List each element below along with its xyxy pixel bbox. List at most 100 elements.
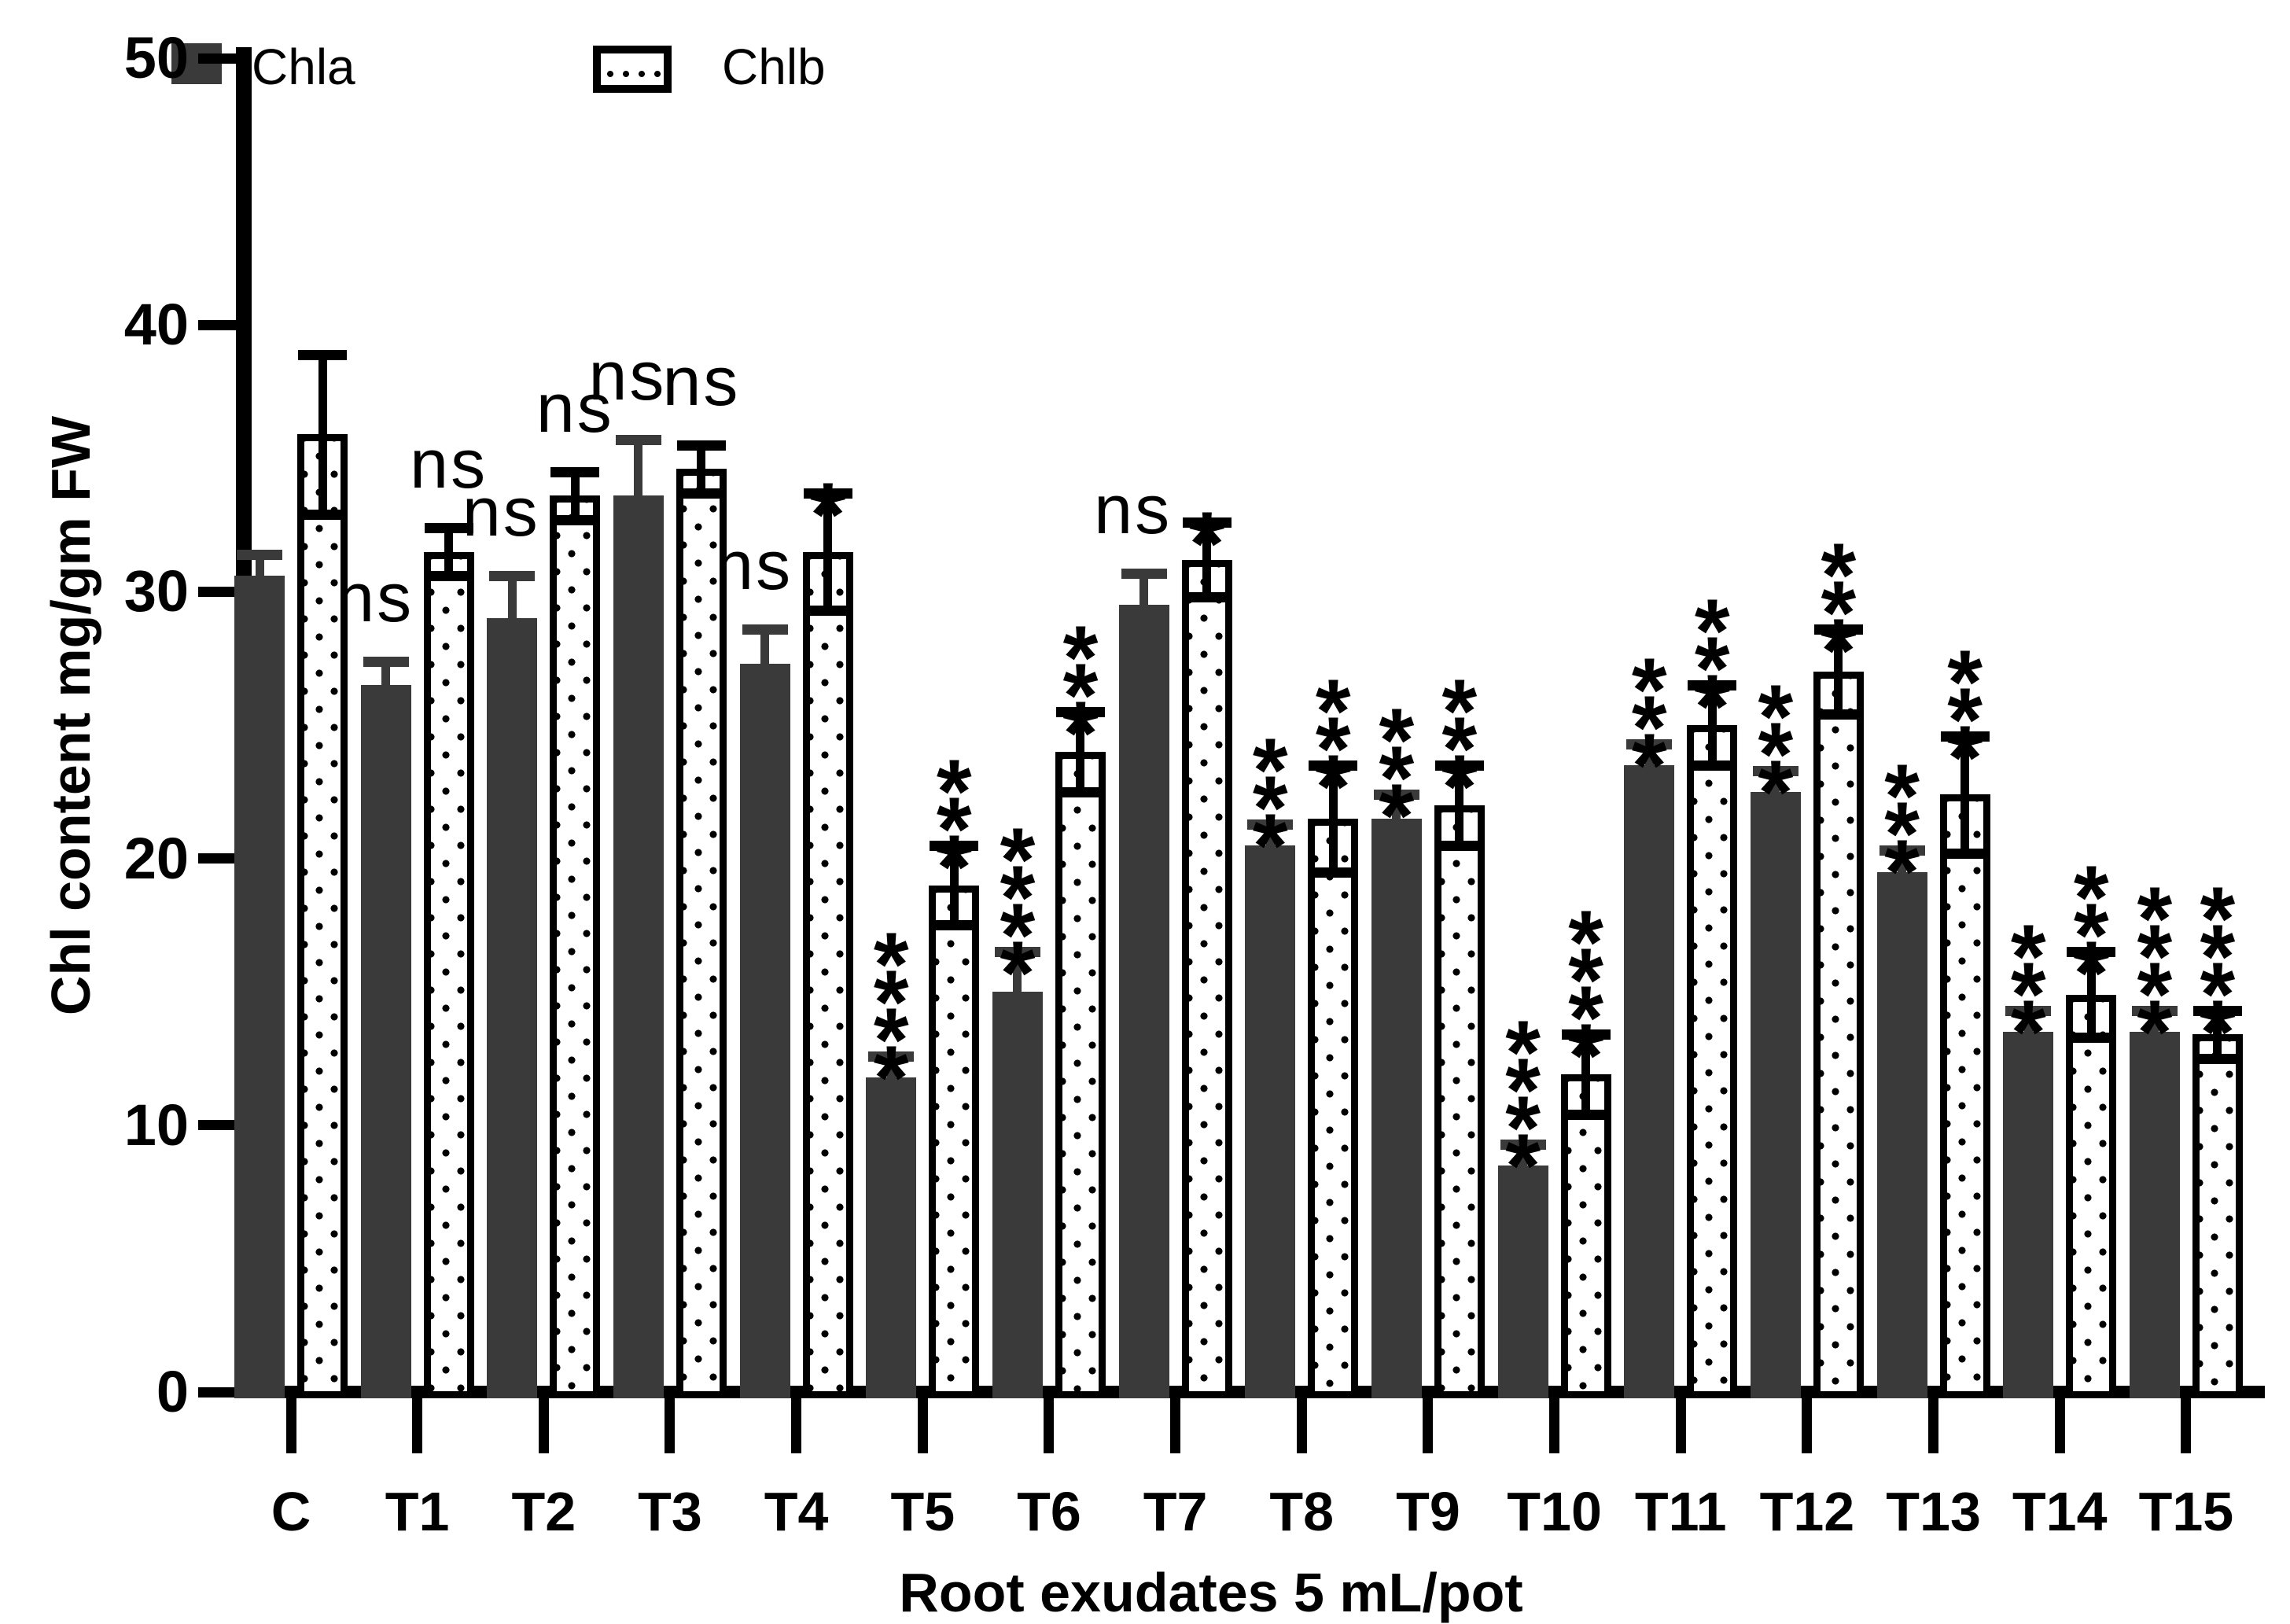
x-tick-label-T10: T10 xyxy=(1507,1481,1602,1542)
error-cap-bar-chla-T2 xyxy=(489,571,536,582)
x-tick-T15 xyxy=(2181,1398,2192,1453)
error-cap-top-bar-chlb-T9 xyxy=(1434,760,1484,771)
x-tick-T12 xyxy=(1802,1398,1813,1453)
legend-label-chlb: Chlb xyxy=(722,39,826,95)
error-bar-bar-chlb-T2 xyxy=(570,471,580,520)
sig-label-bar-chlb-T5: * * * xyxy=(936,741,972,918)
error-bar-bar-chla-C xyxy=(255,554,264,580)
bar-chlb-T15 xyxy=(2192,1034,2243,1398)
error-bar-bar-chlb-T10 xyxy=(1581,1034,1591,1115)
bar-chla-T15 xyxy=(2129,1032,2180,1398)
error-bar-bar-chlb-T15 xyxy=(2213,1010,2222,1059)
error-bar-bar-chlb-T13 xyxy=(1960,735,1970,853)
sig-label-bar-chla-T3: ns xyxy=(588,337,667,415)
error-bar-bar-chlb-C xyxy=(318,354,327,515)
error-bar-bar-chla-T9 xyxy=(1392,794,1401,822)
x-tick-T8 xyxy=(1296,1398,1307,1453)
y-tick-label-50: 50 xyxy=(123,25,189,90)
error-bar-bar-chlb-T9 xyxy=(1455,764,1464,845)
error-cap-bar-chla-T8 xyxy=(1247,819,1294,830)
x-axis-title: Root exudates 5 mL/pot xyxy=(899,1562,1523,1623)
error-cap-top-bar-chlb-C xyxy=(298,349,347,360)
error-cap-top-bar-chlb-T14 xyxy=(2067,947,2116,958)
x-tick-label-T14: T14 xyxy=(2012,1481,2108,1542)
error-cap-top-bar-chlb-T15 xyxy=(2192,1005,2242,1016)
error-cap-bar-chla-T9 xyxy=(1373,790,1419,801)
error-cap-top-bar-chlb-T4 xyxy=(803,488,852,499)
x-tick-label-T13: T13 xyxy=(1886,1481,1981,1542)
error-cap-top-bar-chlb-T7 xyxy=(1182,517,1232,528)
bar-chla-T3 xyxy=(613,495,664,1398)
bar-chlb-T11 xyxy=(1687,725,1738,1398)
bar-chlb-T7 xyxy=(1181,559,1232,1398)
x-tick-T10 xyxy=(1549,1398,1560,1453)
bar-chlb-T9 xyxy=(1434,805,1485,1398)
error-bar-bar-chla-T8 xyxy=(1265,823,1275,849)
sig-label-bar-chla-T4: ns xyxy=(715,525,793,604)
x-tick-T1 xyxy=(412,1398,423,1453)
error-cap-bar-chla-T11 xyxy=(1626,738,1673,749)
error-cap-top-bar-chlb-T11 xyxy=(1688,680,1737,691)
bar-chlb-T1 xyxy=(423,551,474,1398)
error-cap-bar-chla-T12 xyxy=(1752,765,1798,776)
sig-label-bar-chlb-T3: ns xyxy=(662,341,741,420)
error-bar-bar-chla-T14 xyxy=(2023,1010,2033,1036)
error-bar-bar-chla-T5 xyxy=(886,1055,896,1081)
x-tick-T11 xyxy=(1675,1398,1686,1453)
bar-chla-T6 xyxy=(992,992,1043,1398)
error-cap-bottom-bar-chlb-T3 xyxy=(676,488,726,499)
x-tick-label-T2: T2 xyxy=(511,1481,576,1542)
sig-label-bar-chlb-T9: * * * xyxy=(1441,661,1478,838)
error-cap-bottom-bar-chlb-T4 xyxy=(803,606,852,617)
x-tick-label-T7: T7 xyxy=(1143,1481,1208,1542)
error-bar-bar-chla-T2 xyxy=(507,576,517,622)
error-cap-top-bar-chlb-T3 xyxy=(676,440,726,451)
error-cap-bar-chla-T6 xyxy=(994,947,1040,958)
x-tick-label-T6: T6 xyxy=(1017,1481,1081,1542)
y-tick-0 xyxy=(198,1386,236,1398)
x-tick-label-T11: T11 xyxy=(1634,1481,1727,1542)
sig-label-bar-chlb-T7: * xyxy=(1189,494,1224,595)
error-cap-bottom-bar-chlb-T10 xyxy=(1561,1110,1611,1121)
sig-label-bar-chla-T14: * * * xyxy=(2010,906,2046,1083)
error-cap-top-bar-chlb-T2 xyxy=(550,466,600,477)
error-cap-bottom-bar-chlb-T6 xyxy=(1055,786,1105,797)
error-cap-bar-chla-T4 xyxy=(742,624,788,635)
error-bar-bar-chlb-T1 xyxy=(444,527,454,576)
error-cap-top-bar-chlb-T10 xyxy=(1561,1029,1611,1040)
sig-label-bar-chlb-T12: * * * xyxy=(1821,525,1857,702)
sig-label-bar-chlb-T10: * * * * xyxy=(1568,893,1603,1107)
error-cap-bar-chla-T3 xyxy=(615,435,661,446)
x-tick-label-C: C xyxy=(271,1481,311,1542)
bar-chla-T1 xyxy=(360,685,411,1398)
error-bar-bar-chla-T3 xyxy=(634,440,643,499)
bar-chlb-T2 xyxy=(550,495,601,1398)
x-tick-label-T1: T1 xyxy=(385,1481,450,1542)
x-tick-label-T15: T15 xyxy=(2138,1481,2234,1542)
x-tick-label-T12: T12 xyxy=(1759,1481,1855,1542)
error-cap-bottom-bar-chlb-T8 xyxy=(1309,867,1358,878)
bar-chlb-T8 xyxy=(1308,818,1359,1398)
x-tick-T3 xyxy=(665,1398,676,1453)
error-bar-bar-chlb-T7 xyxy=(1202,522,1212,598)
bar-chla-T10 xyxy=(1497,1165,1548,1398)
x-tick-label-T8: T8 xyxy=(1269,1481,1335,1542)
x-tick-label-T3: T3 xyxy=(638,1481,702,1542)
bar-chla-T9 xyxy=(1371,818,1422,1398)
bar-chla-T14 xyxy=(2003,1032,2054,1398)
y-tick-50 xyxy=(198,53,236,64)
legend-swatch-chla xyxy=(171,43,222,84)
error-cap-top-bar-chlb-T5 xyxy=(930,840,979,851)
bar-chla-T4 xyxy=(739,663,790,1398)
sig-label-bar-chla-T2: ns xyxy=(462,473,540,551)
bar-chla-T12 xyxy=(1750,791,1801,1398)
error-bar-bar-chla-T1 xyxy=(381,661,391,689)
error-bar-bar-chlb-T12 xyxy=(1834,628,1843,715)
sig-label-bar-chla-T5: * * * * xyxy=(873,914,909,1129)
bar-chlb-T14 xyxy=(2066,994,2117,1398)
error-cap-top-bar-chlb-T6 xyxy=(1055,707,1105,718)
bar-chlb-T4 xyxy=(802,551,853,1398)
error-cap-bottom-bar-chlb-T9 xyxy=(1434,840,1484,851)
sig-label-bar-chlb-T2: ns xyxy=(536,368,614,447)
